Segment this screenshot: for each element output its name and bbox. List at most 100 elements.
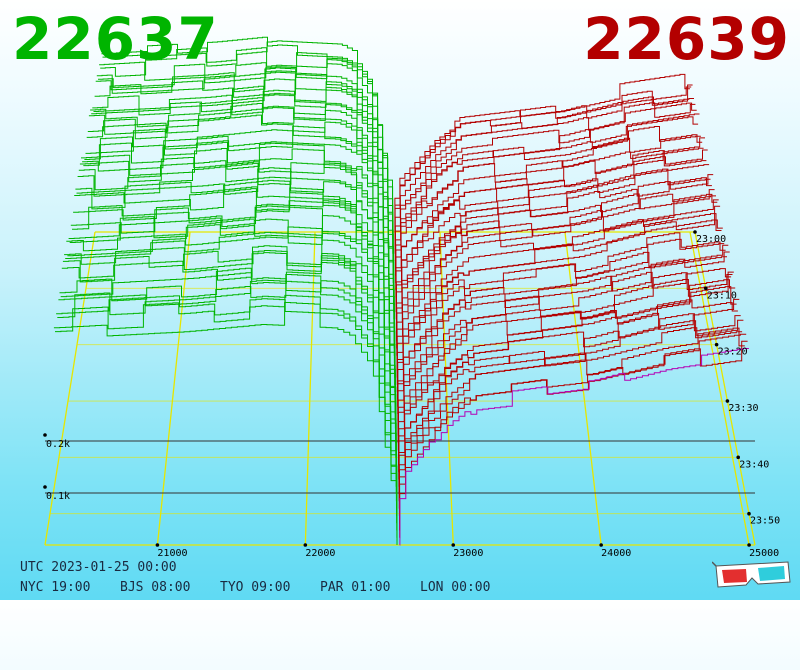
ask-depth-line <box>396 174 714 357</box>
bid-depth-line <box>76 167 396 400</box>
volume-tick-mark <box>43 433 47 437</box>
time-tick-mark <box>693 230 697 234</box>
anaglyph-3d-glasses-icon[interactable] <box>712 560 792 592</box>
bid-depth-line <box>62 245 397 487</box>
bid-depth-line <box>59 267 397 509</box>
bid-depth-line <box>74 179 396 414</box>
ask-depth-line <box>396 168 711 342</box>
bid-depth-line <box>55 294 398 538</box>
bid-depth-line <box>98 59 394 262</box>
price-tick-mark <box>747 543 751 547</box>
ask-depth-line <box>395 134 703 298</box>
ask-depth-line <box>398 279 736 473</box>
bid-depth-line <box>68 215 397 451</box>
price-tick-label: 23000 <box>453 548 483 559</box>
ask-depth-line <box>397 251 730 444</box>
ask-depth-line <box>399 327 745 524</box>
volume-tick-label: 0.1k <box>46 491 70 502</box>
bid-price: 22637 <box>12 5 219 73</box>
bid-depth-line <box>60 262 397 502</box>
ask-depth-line <box>398 320 743 510</box>
price-tick-mark <box>599 543 603 547</box>
price-grid-line <box>564 231 602 546</box>
bid-depth-line <box>53 302 398 545</box>
ask-depth-line <box>396 193 718 379</box>
bid-depth-line <box>70 200 396 436</box>
bid-depth-line <box>91 89 395 305</box>
utc-timestamp: UTC 2023-01-25 00:00 <box>20 560 177 575</box>
ask-depth-line <box>395 147 704 306</box>
ask-depth-line <box>395 149 708 328</box>
ask-depth-line <box>398 319 744 517</box>
price-tick-mark <box>155 543 160 547</box>
price-tick-label: 25000 <box>749 548 779 559</box>
time-tick-mark <box>736 455 740 460</box>
ask-depth-line <box>397 219 723 408</box>
timezone-tyo: TYO 09:00 <box>220 580 291 595</box>
bid-depth-line <box>87 107 395 327</box>
timezone-nyc: NYC 19:00 <box>20 580 91 595</box>
ask-price: 22639 <box>583 5 790 73</box>
bid-depth-line <box>58 274 398 516</box>
time-tick-label: 23:40 <box>739 459 769 470</box>
bid-depth-line <box>66 226 397 465</box>
ask-depth-line <box>394 84 693 248</box>
bid-depth-line <box>77 162 396 393</box>
price-tick-label: 22000 <box>305 548 335 559</box>
time-tick-mark <box>714 342 719 347</box>
bid-depth-line <box>81 142 395 371</box>
timezone-bjs: BJS 08:00 <box>120 580 191 595</box>
time-tick-label: 23:10 <box>707 290 737 301</box>
time-tick-mark <box>747 511 751 516</box>
time-tick-label: 23:50 <box>750 516 780 527</box>
volume-tick-label: 0.2k <box>46 439 70 450</box>
timezone-lon: LON 00:00 <box>420 580 491 595</box>
time-tick-label: 23:30 <box>728 403 758 414</box>
time-tick-label: 23:00 <box>696 234 726 245</box>
bid-depth-line <box>88 103 395 320</box>
bid-depth-line <box>57 279 398 524</box>
bid-depth-line <box>75 181 396 407</box>
price-tick-label: 24000 <box>601 548 631 559</box>
bid-depth-line <box>67 218 397 458</box>
ask-depth-line <box>395 102 697 269</box>
bid-depth-line <box>69 205 397 444</box>
timezone-par: PAR 01:00 <box>320 580 391 595</box>
volume-tick-mark <box>43 485 47 489</box>
ask-depth-line <box>399 333 747 531</box>
bid-depth-line <box>92 85 394 298</box>
time-tick-mark <box>704 286 708 291</box>
bid-depth-line <box>85 121 395 342</box>
bid-depth-line <box>83 135 395 356</box>
ask-depth-line <box>398 299 738 488</box>
bid-depth-line <box>93 78 394 291</box>
ask-depth-line <box>394 102 696 262</box>
price-tick-mark <box>303 543 308 547</box>
bid-depth-line <box>64 247 397 480</box>
bid-depth-line <box>96 71 394 269</box>
time-tick-mark <box>725 399 730 403</box>
floor-edge <box>694 231 756 546</box>
ask-depth-line <box>397 244 729 437</box>
bid-depth-line <box>61 252 397 494</box>
ask-depth-line <box>394 86 692 240</box>
bid-depth-line <box>56 295 398 531</box>
bid-depth-line <box>101 40 394 240</box>
ask-depth-line <box>396 164 710 335</box>
bid-depth-line <box>84 125 395 349</box>
depth-series <box>53 36 749 546</box>
timezone-row: NYC 19:00 BJS 08:00 TYO 09:00 PAR 01:00 … <box>20 580 490 670</box>
ask-depth-line-latest <box>399 348 749 546</box>
ask-depth-line <box>397 268 732 451</box>
ask-depth-line <box>398 313 741 502</box>
ask-depth-line <box>395 113 700 284</box>
bid-depth-line <box>102 36 393 232</box>
depth-chart: 21000 22000 23000 24000 25000 0.1k 0.2k 23:00 23… <box>43 36 780 559</box>
bid-depth-line <box>72 195 396 429</box>
axis-ticks: 21000 22000 23000 24000 25000 0.1k 0.2k 23:00 23… <box>43 230 780 559</box>
bid-depth-line <box>95 67 394 276</box>
ask-depth-line <box>397 238 726 422</box>
time-tick-label: 23:20 <box>718 347 748 358</box>
price-tick-mark <box>451 543 456 547</box>
bid-depth-line <box>99 52 394 254</box>
